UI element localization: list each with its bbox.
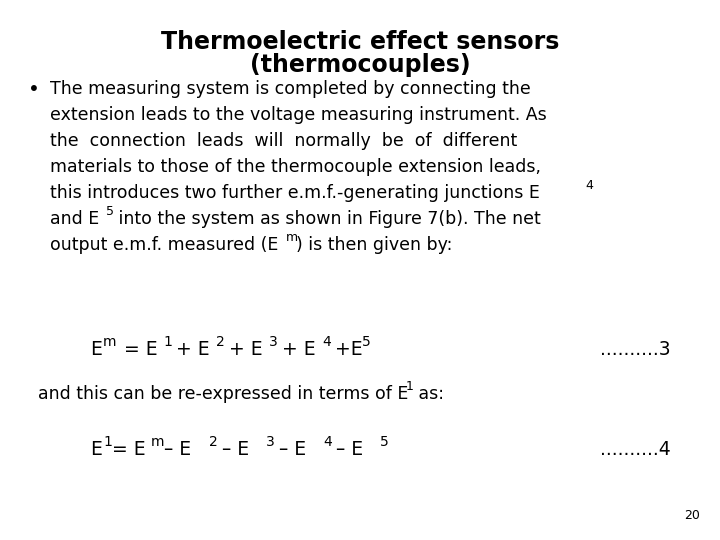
Text: – E: – E <box>273 440 306 459</box>
Text: = E: = E <box>112 440 145 459</box>
Text: materials to those of the thermocouple extension leads,: materials to those of the thermocouple e… <box>50 158 541 176</box>
Text: Thermoelectric effect sensors: Thermoelectric effect sensors <box>161 30 559 54</box>
Text: the  connection  leads  will  normally  be  of  different: the connection leads will normally be of… <box>50 132 517 150</box>
Text: 1: 1 <box>103 435 112 449</box>
Text: this introduces two further e.m.f.-generating junctions E: this introduces two further e.m.f.-gener… <box>50 184 540 202</box>
Text: 5: 5 <box>380 435 389 449</box>
Text: 2: 2 <box>216 335 225 349</box>
Text: The measuring system is completed by connecting the: The measuring system is completed by con… <box>50 80 531 98</box>
Text: 5: 5 <box>362 335 371 349</box>
Text: ..........4: ..........4 <box>600 440 671 459</box>
Text: extension leads to the voltage measuring instrument. As: extension leads to the voltage measuring… <box>50 106 546 124</box>
Text: – E: – E <box>216 440 249 459</box>
Text: = E: = E <box>118 340 158 359</box>
Text: ) is then given by:: ) is then given by: <box>296 236 452 254</box>
Text: m: m <box>286 231 298 244</box>
Text: E: E <box>90 340 102 359</box>
Text: m: m <box>103 335 117 349</box>
Text: – E: – E <box>330 440 363 459</box>
Text: 20: 20 <box>684 509 700 522</box>
Text: 4: 4 <box>585 179 593 192</box>
Text: and this can be re-expressed in terms of E: and this can be re-expressed in terms of… <box>38 385 408 403</box>
Text: into the system as shown in Figure 7(b). The net: into the system as shown in Figure 7(b).… <box>113 210 541 228</box>
Text: m: m <box>151 435 164 449</box>
Text: 3: 3 <box>266 435 275 449</box>
Text: as:: as: <box>413 385 444 403</box>
Text: 3: 3 <box>269 335 278 349</box>
Text: +E: +E <box>329 340 363 359</box>
Text: 4: 4 <box>322 335 330 349</box>
Text: 1: 1 <box>406 380 414 393</box>
Text: output e.m.f. measured (E: output e.m.f. measured (E <box>50 236 279 254</box>
Text: and E: and E <box>50 210 99 228</box>
Text: – E: – E <box>164 440 191 459</box>
Text: E: E <box>90 440 102 459</box>
Text: 1: 1 <box>163 335 172 349</box>
Text: 2: 2 <box>209 435 217 449</box>
Text: 5: 5 <box>106 205 114 218</box>
Text: + E: + E <box>170 340 210 359</box>
Text: 4: 4 <box>323 435 332 449</box>
Text: ..........3: ..........3 <box>600 340 670 359</box>
Text: + E: + E <box>223 340 263 359</box>
Text: + E: + E <box>276 340 315 359</box>
Text: •: • <box>28 80 40 99</box>
Text: (thermocouples): (thermocouples) <box>250 53 470 77</box>
